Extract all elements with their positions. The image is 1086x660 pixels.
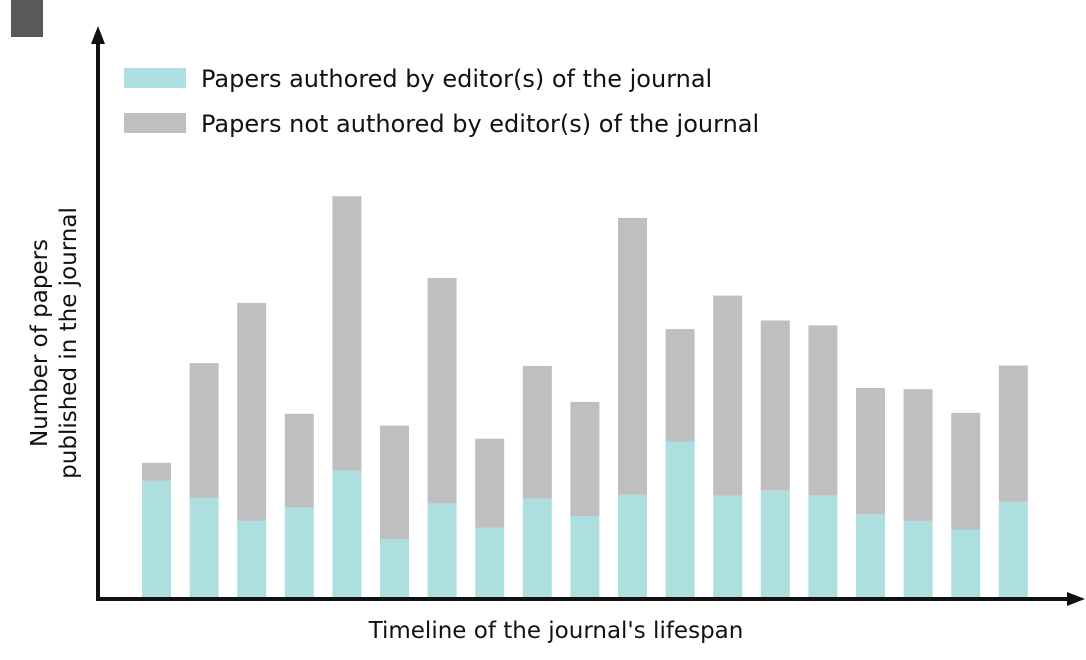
bar-non-editor-3 [237,302,267,521]
bar-non-editor-2 [189,363,219,498]
bar-editor-15 [808,495,838,597]
bar-editor-3 [237,520,267,597]
bar-non-editor-13 [713,295,743,496]
bar-editor-2 [189,497,219,597]
legend-swatch-non-editor [124,113,186,133]
bar-non-editor-17 [903,389,933,521]
bar-editor-1 [142,480,171,597]
bar-editor-9 [522,498,552,597]
bar-editor-16 [856,514,885,597]
corner-square [11,0,43,37]
bar-editor-7 [427,503,457,597]
y-axis-label: Number of papers published in the journa… [27,207,82,479]
legend-swatch-editor [124,68,186,88]
bar-editor-10 [570,516,600,597]
bar-editor-4 [284,507,314,597]
bar-editor-19 [998,501,1028,597]
y-axis-arrow [91,26,105,44]
bar-editor-18 [951,529,981,597]
bar-non-editor-7 [427,278,457,504]
bar-non-editor-16 [856,388,885,515]
legend-label-non-editor: Papers not authored by editor(s) of the … [201,110,759,138]
x-axis-arrow [1067,592,1085,606]
bar-non-editor-11 [618,217,647,495]
x-axis-label: Timeline of the journal's lifespan [368,618,744,644]
legend-label-editor: Papers authored by editor(s) of the jour… [201,65,712,93]
bar-non-editor-1 [142,462,171,481]
bar-editor-11 [618,494,647,598]
bar-non-editor-12 [665,329,695,442]
bar-non-editor-9 [522,365,552,499]
bar-non-editor-18 [951,412,981,530]
bar-non-editor-5 [332,196,362,471]
bar-editor-5 [332,470,362,597]
bar-editor-13 [713,495,743,597]
bar-non-editor-4 [284,413,314,508]
bar-editor-14 [760,490,790,597]
y-axis-label-line-1: Number of papers [27,239,53,447]
bar-editor-12 [665,441,695,597]
bar-non-editor-10 [570,401,600,516]
bar-non-editor-14 [760,320,790,491]
bar-non-editor-15 [808,325,838,496]
bars [142,196,1028,598]
legend: Papers authored by editor(s) of the jour… [124,65,759,138]
bar-non-editor-19 [998,365,1028,502]
y-axis-label-line-2: published in the journal [56,207,82,479]
bar-non-editor-8 [475,438,505,528]
bar-editor-17 [903,520,933,597]
bar-editor-8 [475,527,505,597]
bar-editor-6 [380,538,409,597]
bar-non-editor-6 [380,425,409,539]
